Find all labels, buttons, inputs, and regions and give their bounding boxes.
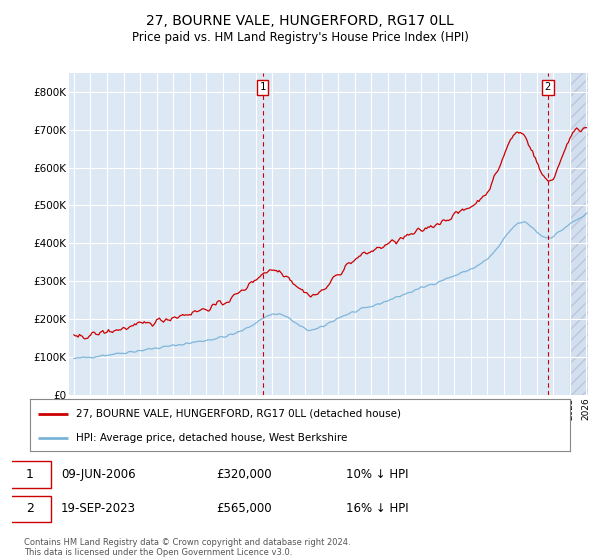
Text: 27, BOURNE VALE, HUNGERFORD, RG17 0LL (detached house): 27, BOURNE VALE, HUNGERFORD, RG17 0LL (d… xyxy=(76,409,401,419)
Text: 2: 2 xyxy=(26,502,34,515)
Bar xyxy=(570,73,595,395)
Text: 16% ↓ HPI: 16% ↓ HPI xyxy=(346,502,409,515)
Text: HPI: Average price, detached house, West Berkshire: HPI: Average price, detached house, West… xyxy=(76,433,347,443)
Text: 2: 2 xyxy=(545,82,551,92)
Text: 27, BOURNE VALE, HUNGERFORD, RG17 0LL: 27, BOURNE VALE, HUNGERFORD, RG17 0LL xyxy=(146,14,454,28)
Text: Price paid vs. HM Land Registry's House Price Index (HPI): Price paid vs. HM Land Registry's House … xyxy=(131,31,469,44)
Text: £565,000: £565,000 xyxy=(217,502,272,515)
Text: 1: 1 xyxy=(26,468,34,480)
FancyBboxPatch shape xyxy=(9,496,50,522)
Text: £320,000: £320,000 xyxy=(217,468,272,480)
Text: Contains HM Land Registry data © Crown copyright and database right 2024.
This d: Contains HM Land Registry data © Crown c… xyxy=(24,538,350,557)
Text: 09-JUN-2006: 09-JUN-2006 xyxy=(61,468,136,480)
Text: 10% ↓ HPI: 10% ↓ HPI xyxy=(346,468,409,480)
Text: 19-SEP-2023: 19-SEP-2023 xyxy=(61,502,136,515)
Text: 1: 1 xyxy=(260,82,266,92)
FancyBboxPatch shape xyxy=(9,461,50,488)
